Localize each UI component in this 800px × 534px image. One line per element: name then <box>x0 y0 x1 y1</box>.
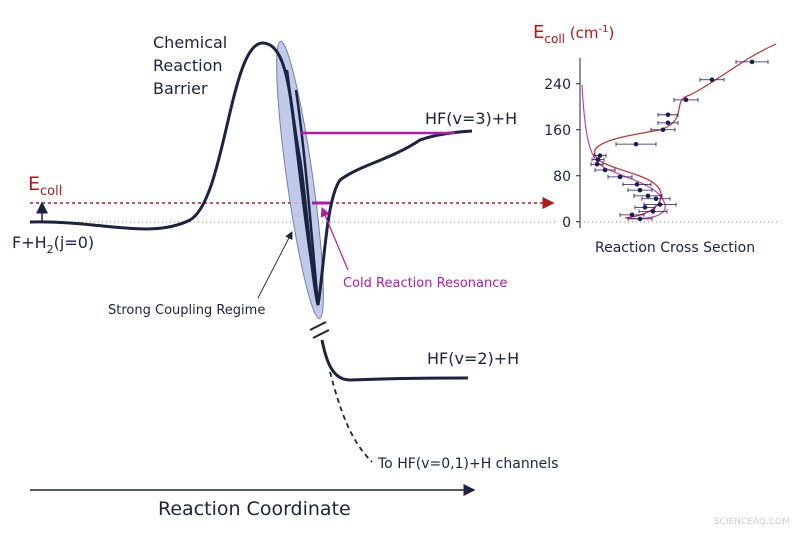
barrier-label: Chemical <box>153 33 227 52</box>
data-point <box>653 196 659 202</box>
y-tick-label: 0 <box>562 215 571 231</box>
data-point <box>633 141 639 147</box>
resonance-arrow <box>320 206 349 271</box>
watermark: SCIENCEAQ.COM <box>714 517 790 527</box>
channels-curve <box>329 371 373 463</box>
data-point <box>597 153 603 158</box>
inner-curve <box>294 89 320 306</box>
x-axis-label: Reaction Cross Section <box>595 240 755 256</box>
y-tick-label: 160 <box>544 123 571 139</box>
resonance-label: Cold Reaction Resonance <box>343 276 507 291</box>
data-point <box>683 97 689 103</box>
break-mark <box>312 329 330 339</box>
coupling-label: Strong Coupling Regime <box>108 303 265 318</box>
data-point <box>637 187 643 193</box>
e-coll-label: Ecoll <box>28 173 62 199</box>
data-point <box>634 182 640 187</box>
axis-label: Reaction Coordinate <box>158 498 351 520</box>
data-point <box>637 216 643 222</box>
barrier-label: Barrier <box>153 79 208 98</box>
break-mark <box>309 321 327 331</box>
potential-curve <box>29 41 473 306</box>
v3-label: HF(v=3)+H <box>425 109 517 128</box>
inner-curve <box>285 69 320 306</box>
data-point <box>665 120 671 126</box>
y-tick-label: 240 <box>544 77 571 93</box>
data-point <box>657 202 663 207</box>
data-point <box>650 209 656 214</box>
data-point <box>660 127 666 133</box>
data-point <box>709 77 715 83</box>
data-point <box>645 193 651 199</box>
v2-label: HF(v=2)+H <box>427 349 519 368</box>
v2-curve <box>320 339 469 382</box>
data-point <box>665 112 671 118</box>
data-point <box>602 167 608 173</box>
y-tick-label: 80 <box>553 169 571 185</box>
channels-label: To HF(v=0,1)+H channels <box>377 456 558 472</box>
data-point <box>749 59 755 65</box>
data-point <box>642 205 648 210</box>
coupling-arrow <box>257 231 293 299</box>
data-point <box>594 161 600 167</box>
inset-title: Ecoll (cm-1) <box>533 22 614 46</box>
fit-curve-red <box>594 43 777 219</box>
data-point <box>617 174 623 180</box>
barrier-label: Reaction <box>153 56 223 75</box>
inset-chart: Ecoll (cm-1) Reaction Cross Section 0 80 1… <box>533 22 778 256</box>
data-point <box>595 157 601 162</box>
data-point <box>629 212 635 218</box>
reactant-label: F+H2(j=0) <box>12 233 94 256</box>
fit-curve-magenta <box>581 84 666 220</box>
